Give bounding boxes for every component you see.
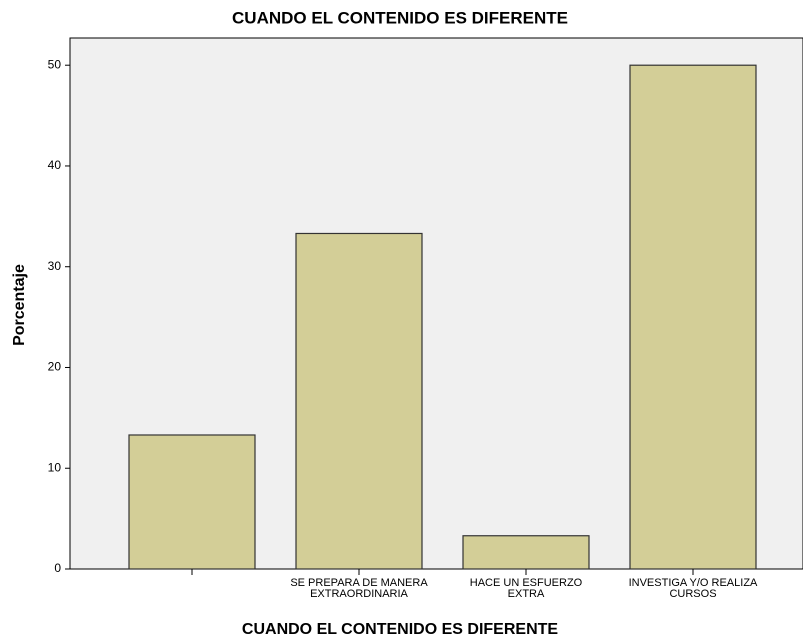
x-tick-label: HACE UN ESFUERZO EXTRA: [469, 577, 583, 600]
y-tick-label: 10: [48, 460, 62, 474]
bar: [295, 232, 423, 570]
y-tick-label: 40: [48, 158, 62, 172]
y-tick-label: 30: [48, 259, 62, 273]
bar: [128, 434, 256, 570]
bar: [629, 64, 757, 570]
y-tick-label: 50: [48, 57, 62, 71]
y-axis-label: Porcentaje: [11, 264, 28, 346]
x-axis-label: CUANDO EL CONTENIDO ES DIFERENTE: [242, 621, 559, 638]
bar: [462, 535, 590, 570]
x-tick-label: SE PREPARA DE MANERA EXTRAORDINARIA: [290, 577, 428, 600]
y-tick-label: 0: [54, 561, 61, 575]
chart-title: CUANDO EL CONTENIDO ES DIFERENTE: [232, 8, 568, 27]
y-tick-label: 20: [48, 360, 62, 374]
x-tick-label: INVESTIGA Y/O REALIZA CURSOS: [628, 577, 758, 600]
